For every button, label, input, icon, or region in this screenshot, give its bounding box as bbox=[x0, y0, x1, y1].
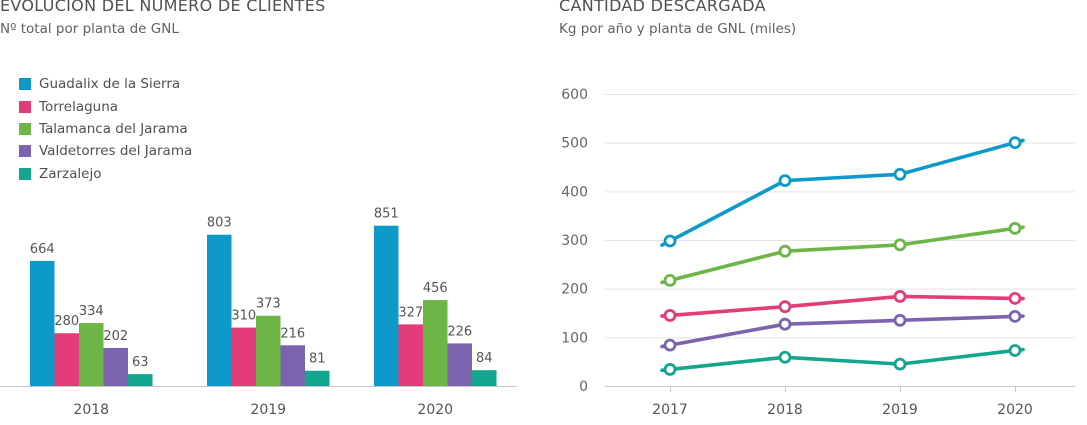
data-point bbox=[1008, 221, 1022, 235]
data-point bbox=[1008, 310, 1022, 323]
data-point bbox=[778, 300, 792, 314]
legend-swatch bbox=[19, 78, 31, 91]
data-point bbox=[893, 357, 907, 371]
bar bbox=[447, 343, 472, 386]
x-tick-label: 2020 bbox=[417, 402, 453, 418]
bar-data-label: 456 bbox=[423, 281, 448, 296]
legend-label: Talamanca del Jarama bbox=[39, 120, 188, 137]
bar-data-label: 81 bbox=[309, 352, 326, 367]
data-point bbox=[663, 338, 677, 352]
data-point bbox=[893, 167, 907, 181]
data-point bbox=[1008, 344, 1022, 357]
series-line bbox=[660, 138, 1025, 247]
bar-chart-legend: Guadalix de la Sierra Torrelaguna Talama… bbox=[19, 73, 192, 185]
bar-data-label: 327 bbox=[398, 305, 423, 320]
data-point bbox=[893, 290, 907, 303]
bar-data-label: 803 bbox=[207, 216, 232, 231]
legend-label: Valdetorres del Jarama bbox=[39, 143, 193, 160]
y-tick-label: 400 bbox=[561, 184, 588, 200]
x-tick-label: 2019 bbox=[250, 402, 286, 418]
bar bbox=[207, 234, 232, 386]
x-tick-label: 2018 bbox=[73, 402, 109, 418]
y-tick-label: 600 bbox=[561, 87, 588, 103]
legend-swatch bbox=[19, 100, 31, 113]
data-point bbox=[663, 234, 677, 248]
series-line bbox=[660, 225, 1025, 285]
bar bbox=[128, 374, 153, 386]
bar-chart-title: EVOLUCIÓN DEL NÚMERO DE CLIENTES bbox=[0, 0, 326, 15]
y-tick-label: 500 bbox=[561, 136, 588, 152]
y-tick-label: 200 bbox=[561, 282, 588, 298]
bar-chart-subtitle: Nº total por planta de GNL bbox=[0, 21, 179, 37]
legend-label: Guadalix de la Sierra bbox=[39, 76, 181, 93]
bar bbox=[256, 315, 281, 386]
series-line bbox=[660, 347, 1025, 373]
legend-swatch bbox=[19, 122, 31, 135]
bar-data-label: 226 bbox=[447, 324, 472, 339]
bar-data-label: 310 bbox=[231, 309, 256, 324]
series-line bbox=[660, 314, 1025, 349]
data-point bbox=[778, 174, 792, 188]
bar bbox=[231, 327, 256, 386]
bar-data-label: 851 bbox=[374, 207, 399, 222]
data-point bbox=[663, 309, 677, 322]
bar bbox=[423, 300, 448, 386]
bar bbox=[374, 225, 399, 386]
x-tick-label: 2017 bbox=[652, 402, 688, 418]
data-point bbox=[1008, 291, 1022, 305]
data-point bbox=[663, 273, 677, 287]
series-line bbox=[660, 294, 1025, 318]
bar-data-label: 373 bbox=[256, 297, 281, 312]
bar bbox=[280, 345, 305, 386]
bar-data-label: 664 bbox=[30, 242, 55, 257]
legend-item-guadalix: Guadalix de la Sierra bbox=[19, 73, 192, 95]
bar bbox=[54, 333, 79, 386]
data-point bbox=[1008, 136, 1022, 150]
bar-data-label: 280 bbox=[54, 314, 79, 329]
data-point bbox=[663, 363, 677, 376]
data-point bbox=[778, 317, 792, 331]
legend-item-talamanca: Talamanca del Jarama bbox=[19, 118, 192, 140]
legend-label: Torrelaguna bbox=[39, 98, 119, 115]
x-tick-label: 2019 bbox=[882, 402, 918, 418]
y-tick-label: 0 bbox=[579, 379, 588, 395]
legend-swatch bbox=[19, 145, 31, 158]
bar-data-label: 334 bbox=[79, 304, 104, 319]
legend-item-torrelaguna: Torrelaguna bbox=[19, 95, 192, 117]
bar-data-label: 84 bbox=[476, 351, 493, 366]
line-chart-subtitle: Kg por año y planta de GNL (miles) bbox=[559, 21, 797, 37]
x-tick-label: 2020 bbox=[997, 402, 1033, 418]
bar bbox=[398, 324, 423, 386]
y-tick-label: 300 bbox=[561, 233, 588, 249]
legend-item-zarzalejo: Zarzalejo bbox=[19, 163, 192, 185]
x-tick-label: 2018 bbox=[767, 402, 803, 418]
bar-data-label: 202 bbox=[103, 329, 128, 344]
bar bbox=[103, 347, 128, 386]
bar bbox=[79, 323, 104, 386]
data-point bbox=[778, 244, 792, 258]
legend-label: Zarzalejo bbox=[39, 165, 102, 182]
bar-data-label: 63 bbox=[132, 355, 149, 370]
bar bbox=[305, 370, 330, 386]
y-tick-label: 100 bbox=[561, 330, 588, 346]
line-chart-title: CANTIDAD DESCARGADA bbox=[559, 0, 766, 15]
data-point bbox=[778, 350, 792, 364]
legend-swatch bbox=[19, 167, 31, 180]
bar bbox=[472, 370, 497, 386]
data-point bbox=[893, 238, 907, 252]
bar-data-label: 216 bbox=[280, 326, 305, 341]
bar bbox=[30, 260, 55, 386]
legend-item-valdetorres: Valdetorres del Jarama bbox=[19, 140, 192, 162]
data-point bbox=[893, 313, 907, 327]
